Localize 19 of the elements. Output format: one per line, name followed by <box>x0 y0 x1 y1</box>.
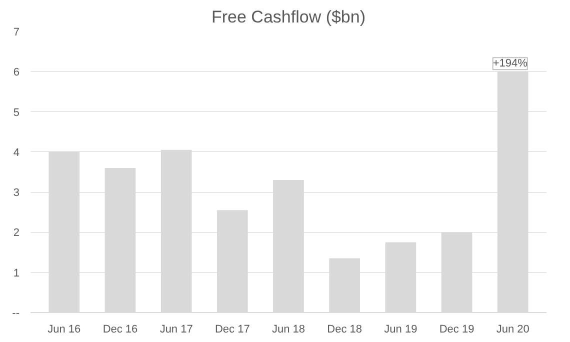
x-tick-label: Jun 19 <box>384 324 418 336</box>
x-tick-label: Dec 19 <box>439 324 474 336</box>
x-tick-label: Dec 16 <box>102 324 138 336</box>
annotation: +194% <box>492 58 528 70</box>
y-tick-label: 2 <box>13 227 20 240</box>
x-tick-label: Dec 17 <box>214 324 250 336</box>
chart-title: Free Cashflow ($bn) <box>212 8 366 26</box>
y-tick-label: -- <box>12 308 20 320</box>
y-tick-label: 6 <box>13 66 20 79</box>
y-tick-label: 7 <box>13 26 20 38</box>
x-tick-label: Jun 16 <box>48 324 81 336</box>
y-tick-label: 1 <box>13 267 20 280</box>
x-tick-label: Jun 20 <box>496 324 530 336</box>
x-tick-label: Dec 18 <box>327 324 362 336</box>
y-tick-label: 3 <box>13 187 20 200</box>
y-tick-label: 4 <box>13 146 20 159</box>
x-tick-label: Jun 17 <box>160 324 193 336</box>
y-tick-label: 5 <box>13 106 20 119</box>
x-tick-label: Jun 18 <box>272 324 306 336</box>
